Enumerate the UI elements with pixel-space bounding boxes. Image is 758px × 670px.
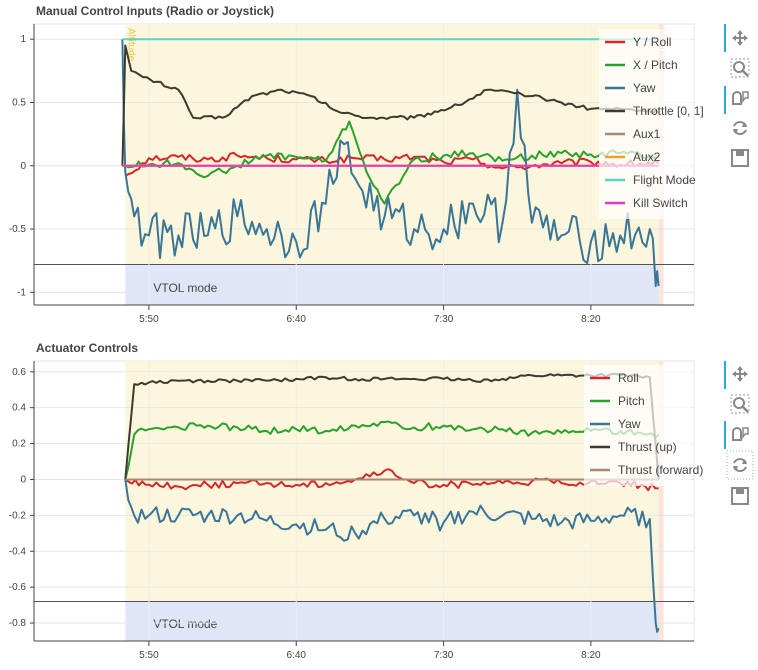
box-zoom-icon[interactable] xyxy=(730,394,750,414)
legend-label: X / Pitch xyxy=(633,58,678,72)
legend-item[interactable]: X / Pitch xyxy=(605,58,678,72)
legend-label: Thrust (up) xyxy=(618,440,677,454)
legend-item[interactable]: Roll xyxy=(590,371,639,385)
y-tick-label: 0.4 xyxy=(12,403,26,414)
hover-icon[interactable] xyxy=(732,427,749,441)
legend-label: Thrust (forward) xyxy=(618,463,703,477)
x-tick-label: 5:50 xyxy=(139,650,159,661)
y-tick-label: -1 xyxy=(17,287,26,298)
legend-item[interactable]: Kill Switch xyxy=(605,196,688,210)
pan-icon[interactable] xyxy=(732,366,748,382)
legend-label: Flight Mode xyxy=(633,173,696,187)
legend-item[interactable]: Thrust (forward) xyxy=(590,463,703,477)
legend-background xyxy=(599,29,690,219)
vtol-mode-label: VTOL mode xyxy=(153,617,217,631)
y-tick-label: 0 xyxy=(20,474,26,485)
vtol-mode-region xyxy=(125,264,659,305)
x-tick-label: 6:40 xyxy=(286,314,306,325)
legend-item[interactable]: Aux2 xyxy=(605,150,661,164)
legend-item[interactable]: Pitch xyxy=(590,394,645,408)
legend-item[interactable]: Flight Mode xyxy=(605,173,696,187)
reset-icon[interactable] xyxy=(726,450,754,480)
y-tick-label: 0 xyxy=(20,161,26,172)
y-tick-label: 0.5 xyxy=(12,97,26,108)
altitude-mode-region xyxy=(125,361,659,602)
y-tick-label: 0.2 xyxy=(12,439,26,450)
legend-label: Yaw xyxy=(618,417,641,431)
legend-label: Aux2 xyxy=(633,150,661,164)
legend-label: Yaw xyxy=(633,81,656,95)
chart-title: Manual Control Inputs (Radio or Joystick… xyxy=(36,4,274,18)
y-tick-label: -0.5 xyxy=(9,224,27,235)
series-line-x-pitch xyxy=(124,120,660,205)
x-tick-label: 6:40 xyxy=(286,650,306,661)
x-tick-label: 5:50 xyxy=(139,314,159,325)
legend-label: Kill Switch xyxy=(633,196,688,210)
save-icon[interactable] xyxy=(731,149,749,167)
y-tick-label: -0.4 xyxy=(9,546,27,557)
legend-label: Roll xyxy=(618,371,639,385)
chart-actuator-controls: Actuator Controls VTOL mode 0.6 0.4 0.2 0 -0… xyxy=(9,341,704,661)
series-line-throttle-0-1 xyxy=(121,44,660,166)
x-tick-label: 8:20 xyxy=(581,650,601,661)
vtol-mode-label: VTOL mode xyxy=(153,281,217,295)
x-tick-label: 7:30 xyxy=(434,314,454,325)
hover-icon[interactable] xyxy=(732,91,749,105)
x-tick-label: 7:30 xyxy=(434,650,454,661)
legend-item[interactable]: Thrust (up) xyxy=(590,440,677,454)
legend-background xyxy=(584,365,690,486)
chart-title: Actuator Controls xyxy=(36,341,138,355)
pan-icon[interactable] xyxy=(732,30,748,46)
toolbar-chart-2 xyxy=(724,361,754,505)
x-tick-label: 8:20 xyxy=(581,314,601,325)
legend-label: Aux1 xyxy=(633,127,661,141)
series-line-yaw xyxy=(121,39,660,287)
manual-mode-region xyxy=(658,361,664,641)
legend-label: Pitch xyxy=(618,394,645,408)
legend-item[interactable]: Yaw xyxy=(605,81,656,95)
reset-icon[interactable] xyxy=(733,121,747,135)
y-tick-label: -0.2 xyxy=(9,510,27,521)
series-line-roll xyxy=(124,468,659,492)
series-line-yaw xyxy=(124,479,660,633)
save-icon[interactable] xyxy=(731,487,749,505)
altitude-mode-label: Altitude xyxy=(125,28,136,62)
legend-item[interactable]: Aux1 xyxy=(605,127,661,141)
vtol-mode-region xyxy=(125,601,659,641)
legend-item[interactable]: Throttle [0, 1] xyxy=(605,104,704,118)
legend-item[interactable]: Y / Roll xyxy=(605,35,671,49)
legend-label: Throttle [0, 1] xyxy=(633,104,704,118)
box-zoom-icon[interactable] xyxy=(730,58,750,78)
y-tick-label: -0.8 xyxy=(9,618,27,629)
legend-item[interactable]: Yaw xyxy=(590,417,641,431)
legend-label: Y / Roll xyxy=(633,35,671,49)
y-tick-label: 1 xyxy=(20,34,26,45)
y-tick-label: -0.6 xyxy=(9,582,27,593)
series-line-thrust-up xyxy=(124,372,660,480)
chart-manual-control: Manual Control Inputs (Radio or Joystick… xyxy=(9,4,704,325)
series-line-y-roll xyxy=(124,151,660,177)
toolbar-chart-1 xyxy=(724,24,750,167)
series-line-pitch xyxy=(124,420,660,480)
y-tick-label: 0.6 xyxy=(12,367,26,378)
